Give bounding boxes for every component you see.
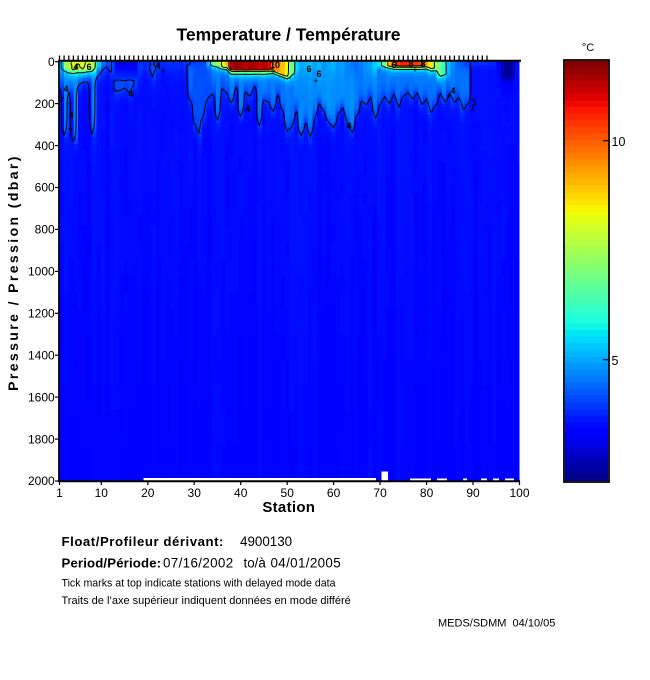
svg-text:30: 30 [188, 486, 202, 500]
svg-text:6: 6 [316, 69, 321, 79]
svg-text:400: 400 [35, 139, 55, 153]
svg-text:1600: 1600 [28, 390, 55, 404]
svg-text:4: 4 [68, 110, 73, 120]
svg-text:200: 200 [35, 97, 55, 111]
svg-text:90: 90 [466, 486, 480, 500]
svg-text:0: 0 [48, 55, 55, 69]
svg-text:04/01/2005: 04/01/2005 [271, 556, 342, 571]
svg-text:to/à: to/à [244, 556, 267, 571]
svg-text:+: + [446, 91, 451, 101]
svg-text:4: 4 [155, 61, 160, 71]
svg-text:10: 10 [95, 486, 109, 500]
svg-text:8: 8 [420, 59, 425, 69]
svg-text:Temperature / Température: Temperature / Température [176, 25, 400, 45]
svg-text:07/16/2002: 07/16/2002 [163, 556, 234, 571]
svg-text:4: 4 [73, 62, 78, 72]
svg-text:60: 60 [327, 486, 341, 500]
svg-text:+: + [412, 65, 417, 75]
svg-text:50: 50 [281, 486, 295, 500]
svg-text:4900130: 4900130 [240, 534, 292, 549]
svg-text:600: 600 [35, 181, 55, 195]
svg-text:1: 1 [56, 486, 63, 500]
svg-text:70: 70 [373, 486, 387, 500]
svg-text:80: 80 [420, 486, 434, 500]
svg-text:4: 4 [128, 89, 133, 99]
svg-text:800: 800 [35, 223, 55, 237]
svg-text:+: + [67, 124, 72, 134]
svg-text:2000: 2000 [28, 474, 55, 488]
svg-text:°C: °C [582, 42, 594, 54]
svg-text:40: 40 [234, 486, 248, 500]
svg-text:8: 8 [408, 59, 413, 69]
svg-text:1000: 1000 [28, 265, 55, 279]
svg-text:Float/Profileur dérivant:: Float/Profileur dérivant: [62, 534, 225, 549]
svg-text:Pressure / Pression (dbar): Pressure / Pression (dbar) [5, 154, 21, 391]
svg-text:+: + [313, 76, 318, 86]
svg-text:6: 6 [306, 64, 311, 74]
svg-text:10: 10 [270, 60, 280, 70]
svg-text:Station: Station [262, 499, 315, 516]
svg-text:MEDS/SDMM 04/10/05: MEDS/SDMM 04/10/05 [438, 618, 555, 630]
svg-text:Traits de l’axe supérieur indi: Traits de l’axe supérieur indiquent donn… [62, 595, 351, 607]
svg-text:4: 4 [346, 121, 351, 131]
svg-text:1400: 1400 [28, 348, 55, 362]
svg-text:4: 4 [63, 84, 68, 94]
svg-text:+: + [67, 99, 72, 109]
svg-text:6: 6 [391, 60, 396, 70]
svg-text:4: 4 [450, 86, 455, 96]
svg-text:5: 5 [612, 354, 619, 368]
svg-text:10: 10 [612, 135, 626, 149]
svg-text:1800: 1800 [28, 432, 55, 446]
svg-text:+: + [270, 66, 275, 76]
svg-text:Tick marks at top indicate sta: Tick marks at top indicate stations with… [62, 578, 336, 590]
svg-text:20: 20 [141, 486, 155, 500]
svg-text:4: 4 [245, 104, 250, 114]
svg-text:100: 100 [509, 486, 529, 500]
svg-text:+: + [160, 66, 165, 76]
svg-text:Period/Période:: Period/Période: [62, 556, 162, 571]
svg-text:+: + [59, 93, 64, 103]
svg-text:6: 6 [86, 62, 91, 72]
svg-text:1200: 1200 [28, 307, 55, 321]
